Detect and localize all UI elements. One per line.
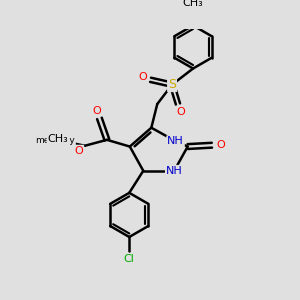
Text: O: O (75, 146, 83, 156)
Text: S: S (168, 78, 176, 91)
Text: O: O (176, 106, 185, 117)
Text: O: O (92, 106, 101, 116)
Text: Cl: Cl (124, 254, 135, 264)
Text: CH₃: CH₃ (48, 134, 68, 144)
Text: O: O (216, 140, 225, 150)
Text: methoxy: methoxy (35, 136, 75, 145)
Text: O: O (139, 72, 147, 82)
Text: CH₃: CH₃ (183, 0, 203, 8)
Text: NH: NH (167, 136, 184, 146)
Text: NH: NH (166, 166, 183, 176)
